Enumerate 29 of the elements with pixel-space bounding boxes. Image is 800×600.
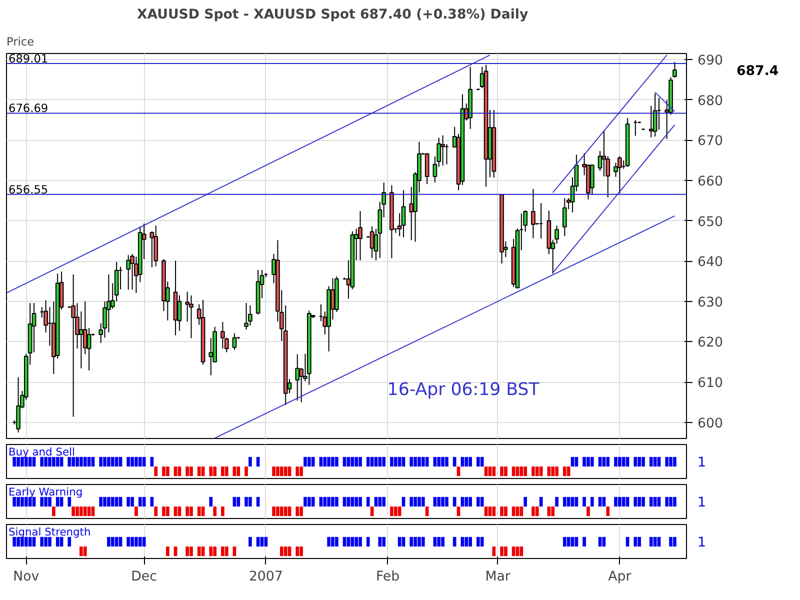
y-tick-label: 610 <box>698 376 723 392</box>
x-tick-label: 2007 <box>248 570 283 584</box>
x-tick-label: Dec <box>131 570 157 584</box>
chart-title: XAUUSD Spot - XAUUSD Spot 687.40 (+0.38%) Daily <box>136 8 529 22</box>
ref-line-label: 689.01 <box>8 52 48 66</box>
y-axis-title: Price <box>6 34 34 48</box>
y-tick-label: 670 <box>698 134 723 150</box>
text: 1 <box>698 456 706 471</box>
x-tick-label: Mar <box>485 570 511 584</box>
x-tick-label: Apr <box>608 570 632 584</box>
x-tick-label: Feb <box>376 570 400 584</box>
y-tick-label: 650 <box>698 214 723 230</box>
y-tick-label: 630 <box>698 295 723 310</box>
text: 1 <box>698 496 706 511</box>
chart-title: Early Warning <box>8 486 83 498</box>
ref-line-label: 676.69 <box>8 101 48 116</box>
y-tick-label: 660 <box>698 174 723 190</box>
y-tick-label: 600 <box>698 416 723 432</box>
chart-title: Buy and Sell <box>8 446 75 458</box>
y-tick-label: 640 <box>698 255 723 270</box>
y-tick-label: 620 <box>698 336 723 351</box>
annotation: 16-Apr 06:19 BST <box>387 380 540 400</box>
chart-title: Signal Strength <box>8 526 91 538</box>
text: 687.4 <box>736 64 779 80</box>
x-tick-label: Nov <box>13 570 40 584</box>
y-tick-label: 680 <box>698 94 723 109</box>
text: 1 <box>698 536 706 551</box>
ref-line-label: 656.55 <box>8 182 48 196</box>
y-tick-label: 690 <box>698 54 723 69</box>
